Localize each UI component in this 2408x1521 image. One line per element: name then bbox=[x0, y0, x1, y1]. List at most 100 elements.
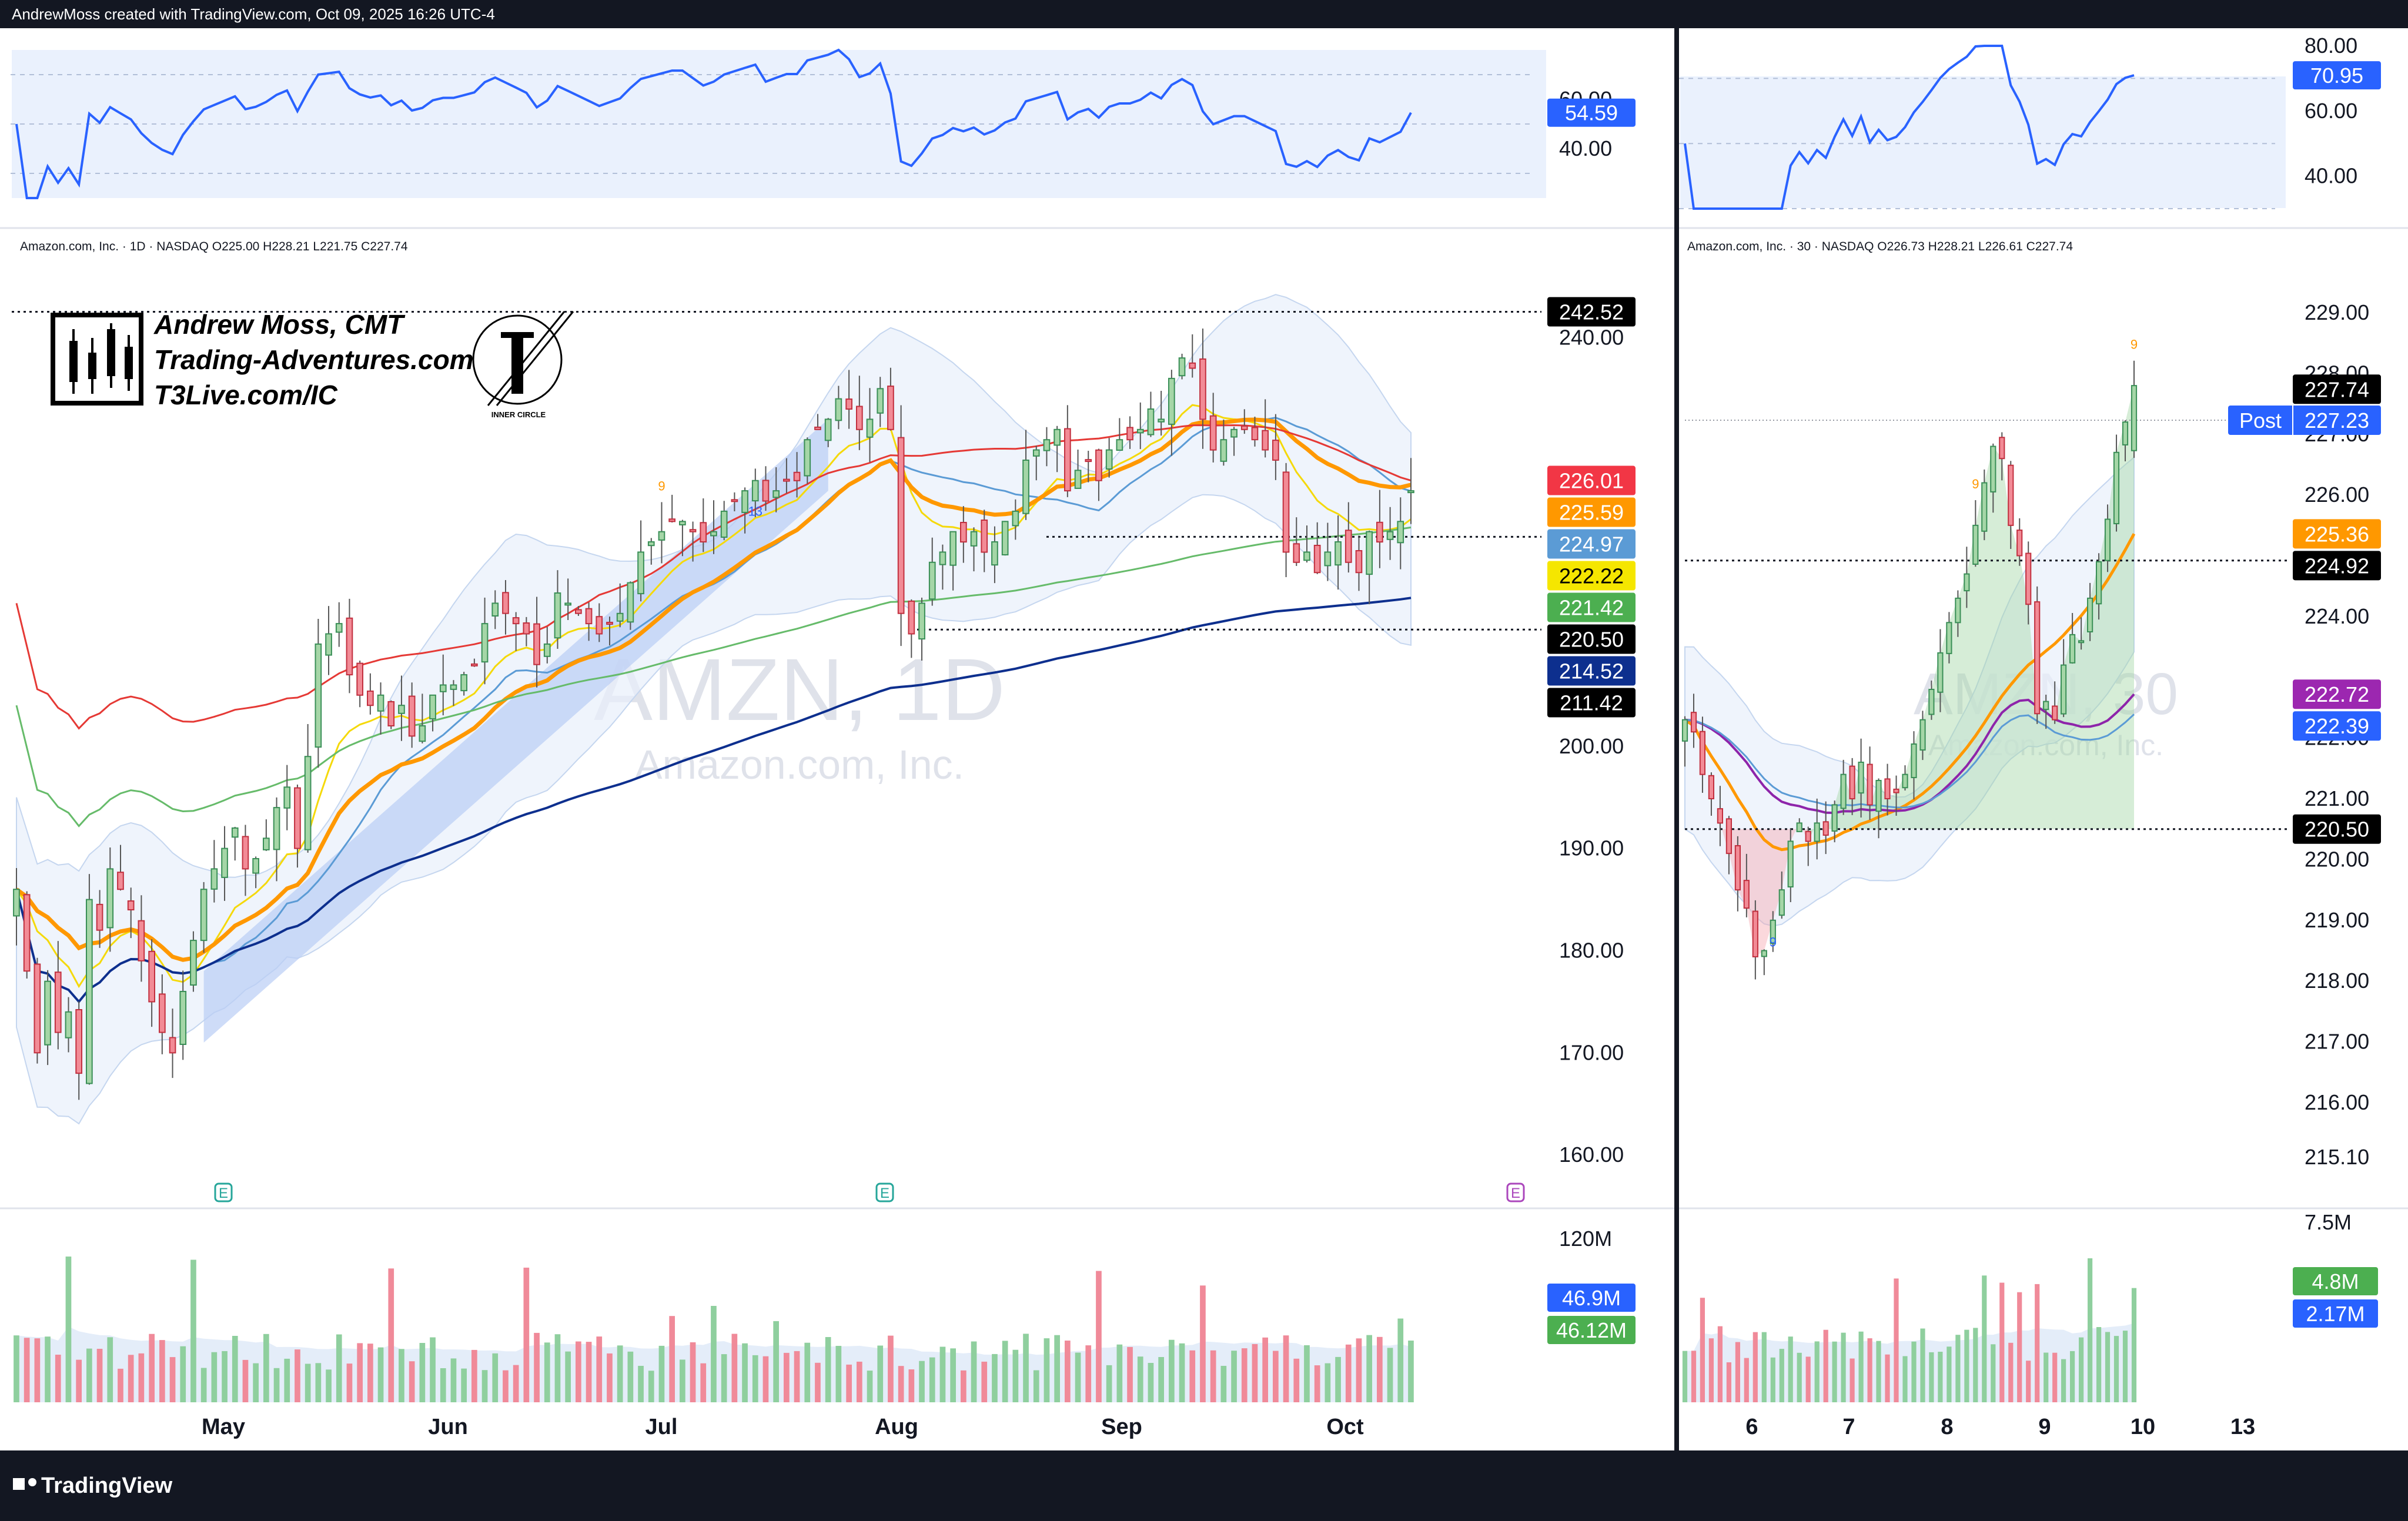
candle bbox=[450, 684, 457, 690]
candle bbox=[939, 551, 947, 565]
candle bbox=[2052, 705, 2058, 721]
candle bbox=[419, 725, 426, 742]
volume-bar bbox=[1753, 1332, 1758, 1402]
candle bbox=[210, 868, 218, 890]
volume-bar bbox=[1220, 1366, 1227, 1402]
time-axis-label: 13 bbox=[2230, 1415, 2255, 1439]
volume-bar bbox=[825, 1337, 831, 1402]
candle bbox=[2113, 451, 2120, 524]
price-tick-label: 160.00 bbox=[1559, 1143, 1624, 1167]
price-value-label: 225.59 bbox=[1559, 501, 1624, 525]
candle bbox=[346, 617, 353, 676]
candle bbox=[512, 617, 520, 625]
candle bbox=[148, 950, 156, 1003]
volume-bar bbox=[1200, 1285, 1206, 1402]
candle bbox=[2122, 421, 2129, 445]
candle bbox=[1095, 449, 1102, 481]
volume-bar bbox=[534, 1332, 540, 1402]
candle bbox=[1690, 712, 1697, 733]
price-value-label: 227.74 bbox=[2305, 377, 2369, 401]
volume-bar bbox=[1867, 1338, 1872, 1402]
candle bbox=[1262, 430, 1269, 451]
price-value-label: 211.42 bbox=[1560, 691, 1623, 715]
candle bbox=[34, 963, 41, 1054]
candle bbox=[1902, 773, 1908, 789]
volume-bar bbox=[409, 1361, 415, 1402]
volume-bar bbox=[1252, 1344, 1258, 1402]
volume-bar bbox=[513, 1365, 519, 1402]
tradingview-logo-text: TradingView bbox=[41, 1473, 173, 1498]
right-price-axis[interactable]: 80.00 60.00 40.00 70.95 7.5M 4.8M 2.17M 229.00 2… bbox=[1745, 33, 2381, 1439]
volume-bar bbox=[1938, 1352, 1943, 1402]
candle bbox=[1928, 689, 1935, 715]
candle bbox=[1884, 778, 1891, 800]
candle bbox=[845, 398, 853, 410]
candle bbox=[710, 531, 717, 537]
candle bbox=[242, 836, 249, 870]
volume-bar bbox=[96, 1349, 103, 1402]
volume-bar bbox=[1283, 1335, 1289, 1402]
volume-bar bbox=[1717, 1326, 1723, 1402]
candle bbox=[1964, 573, 1970, 592]
candle bbox=[179, 991, 187, 1045]
candle bbox=[502, 592, 509, 614]
candle bbox=[1032, 449, 1040, 457]
volume-bar bbox=[1241, 1348, 1248, 1402]
volume-bar bbox=[326, 1369, 332, 1402]
candle bbox=[1136, 428, 1144, 434]
volume-bar bbox=[419, 1343, 426, 1402]
candle bbox=[13, 889, 20, 917]
volume-bar bbox=[242, 1359, 249, 1402]
candle bbox=[523, 622, 530, 635]
volume-bar bbox=[1999, 1282, 2005, 1402]
volume-bar bbox=[1708, 1338, 1714, 1402]
candle bbox=[772, 490, 780, 498]
brand-line-1: Andrew Moss, CMT bbox=[153, 309, 406, 340]
volume-bar bbox=[2035, 1284, 2040, 1402]
price-value-label: 224.97 bbox=[1559, 532, 1624, 557]
sma150-line bbox=[15, 526, 1412, 827]
left-symbol-header[interactable]: Amazon.com, Inc. · 1D · NASDAQ O225.00 H… bbox=[20, 240, 408, 253]
candle bbox=[387, 701, 395, 726]
volume-bar bbox=[55, 1355, 61, 1402]
price-value-label: 214.52 bbox=[1559, 659, 1624, 684]
volume-bar bbox=[2079, 1337, 2084, 1402]
candle bbox=[866, 418, 874, 438]
candle bbox=[190, 940, 197, 986]
left-price-axis[interactable]: 60.0040.0054.59120M46.9M46.12M240.00200.… bbox=[202, 87, 1636, 1439]
candle bbox=[1875, 780, 1882, 812]
post-market-badge bbox=[2228, 406, 2381, 435]
volume-bar bbox=[1788, 1336, 1793, 1402]
volume-bar bbox=[981, 1361, 988, 1402]
volume-bar bbox=[1823, 1329, 1828, 1402]
earnings-marker-label: E bbox=[1511, 1185, 1520, 1201]
price-tick-label: 190.00 bbox=[1559, 836, 1624, 860]
volume-bar bbox=[65, 1257, 72, 1402]
right-symbol-header[interactable]: Amazon.com, Inc. · 30 · NASDAQ O226.73 H… bbox=[1687, 240, 2073, 253]
volume-bar bbox=[1920, 1328, 1925, 1402]
volume-bar bbox=[377, 1347, 384, 1402]
candle bbox=[200, 889, 208, 942]
price-value-badge bbox=[1547, 465, 1636, 495]
volume-bar bbox=[295, 1349, 300, 1402]
candle bbox=[294, 787, 301, 849]
volume-bar bbox=[1116, 1344, 1123, 1402]
candle bbox=[335, 623, 343, 633]
candle bbox=[1335, 541, 1342, 566]
candle bbox=[1313, 545, 1321, 574]
candle bbox=[231, 827, 239, 838]
candle bbox=[637, 551, 644, 595]
price-tick-label: 200.00 bbox=[1559, 734, 1624, 758]
left-chart-panel[interactable] bbox=[0, 28, 1674, 1450]
candle bbox=[2087, 597, 2093, 633]
volume-bar bbox=[14, 1335, 19, 1402]
credit-text: AndrewMoss created with TradingView.com,… bbox=[12, 5, 495, 23]
volume-bar bbox=[1179, 1343, 1185, 1402]
post-market-value: 227.23 bbox=[2305, 408, 2369, 433]
candle bbox=[377, 694, 384, 712]
candle bbox=[138, 920, 145, 961]
volume-value-badge bbox=[1547, 1284, 1636, 1312]
volume-bar bbox=[2044, 1352, 2049, 1402]
candle bbox=[1345, 530, 1352, 563]
volume-bar bbox=[544, 1342, 550, 1402]
